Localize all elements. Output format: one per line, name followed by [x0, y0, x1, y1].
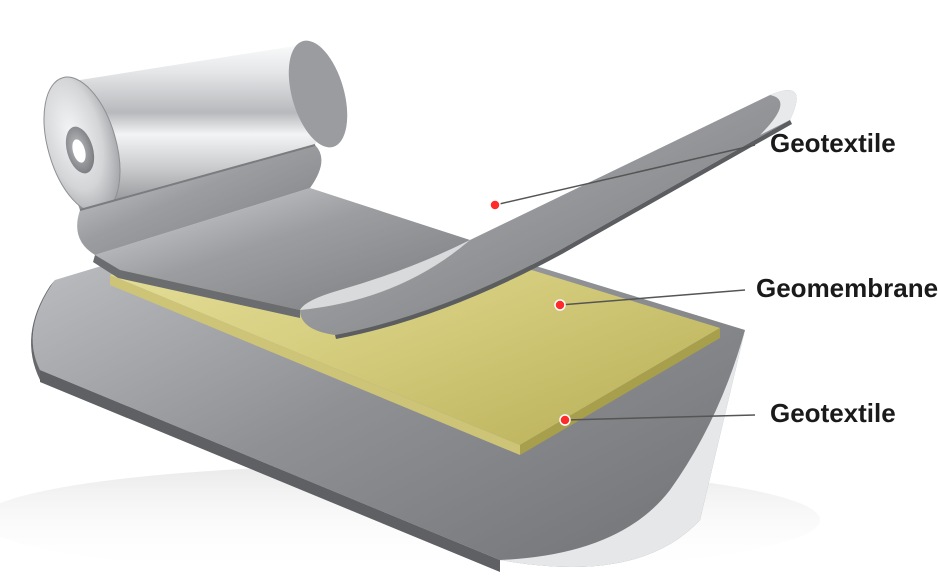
- label-bottom_geotextile: Geotextile: [770, 398, 896, 428]
- label-top_geotextile: Geotextile: [770, 128, 896, 158]
- callout-marker: [490, 200, 500, 210]
- callout-marker: [555, 300, 565, 310]
- composite-geomembrane-diagram: Geotextile Geomembrane Geotextile: [0, 0, 938, 586]
- callout-marker: [560, 415, 570, 425]
- label-geomembrane: Geomembrane: [756, 273, 938, 303]
- labels-group: Geotextile Geomembrane Geotextile: [756, 128, 938, 428]
